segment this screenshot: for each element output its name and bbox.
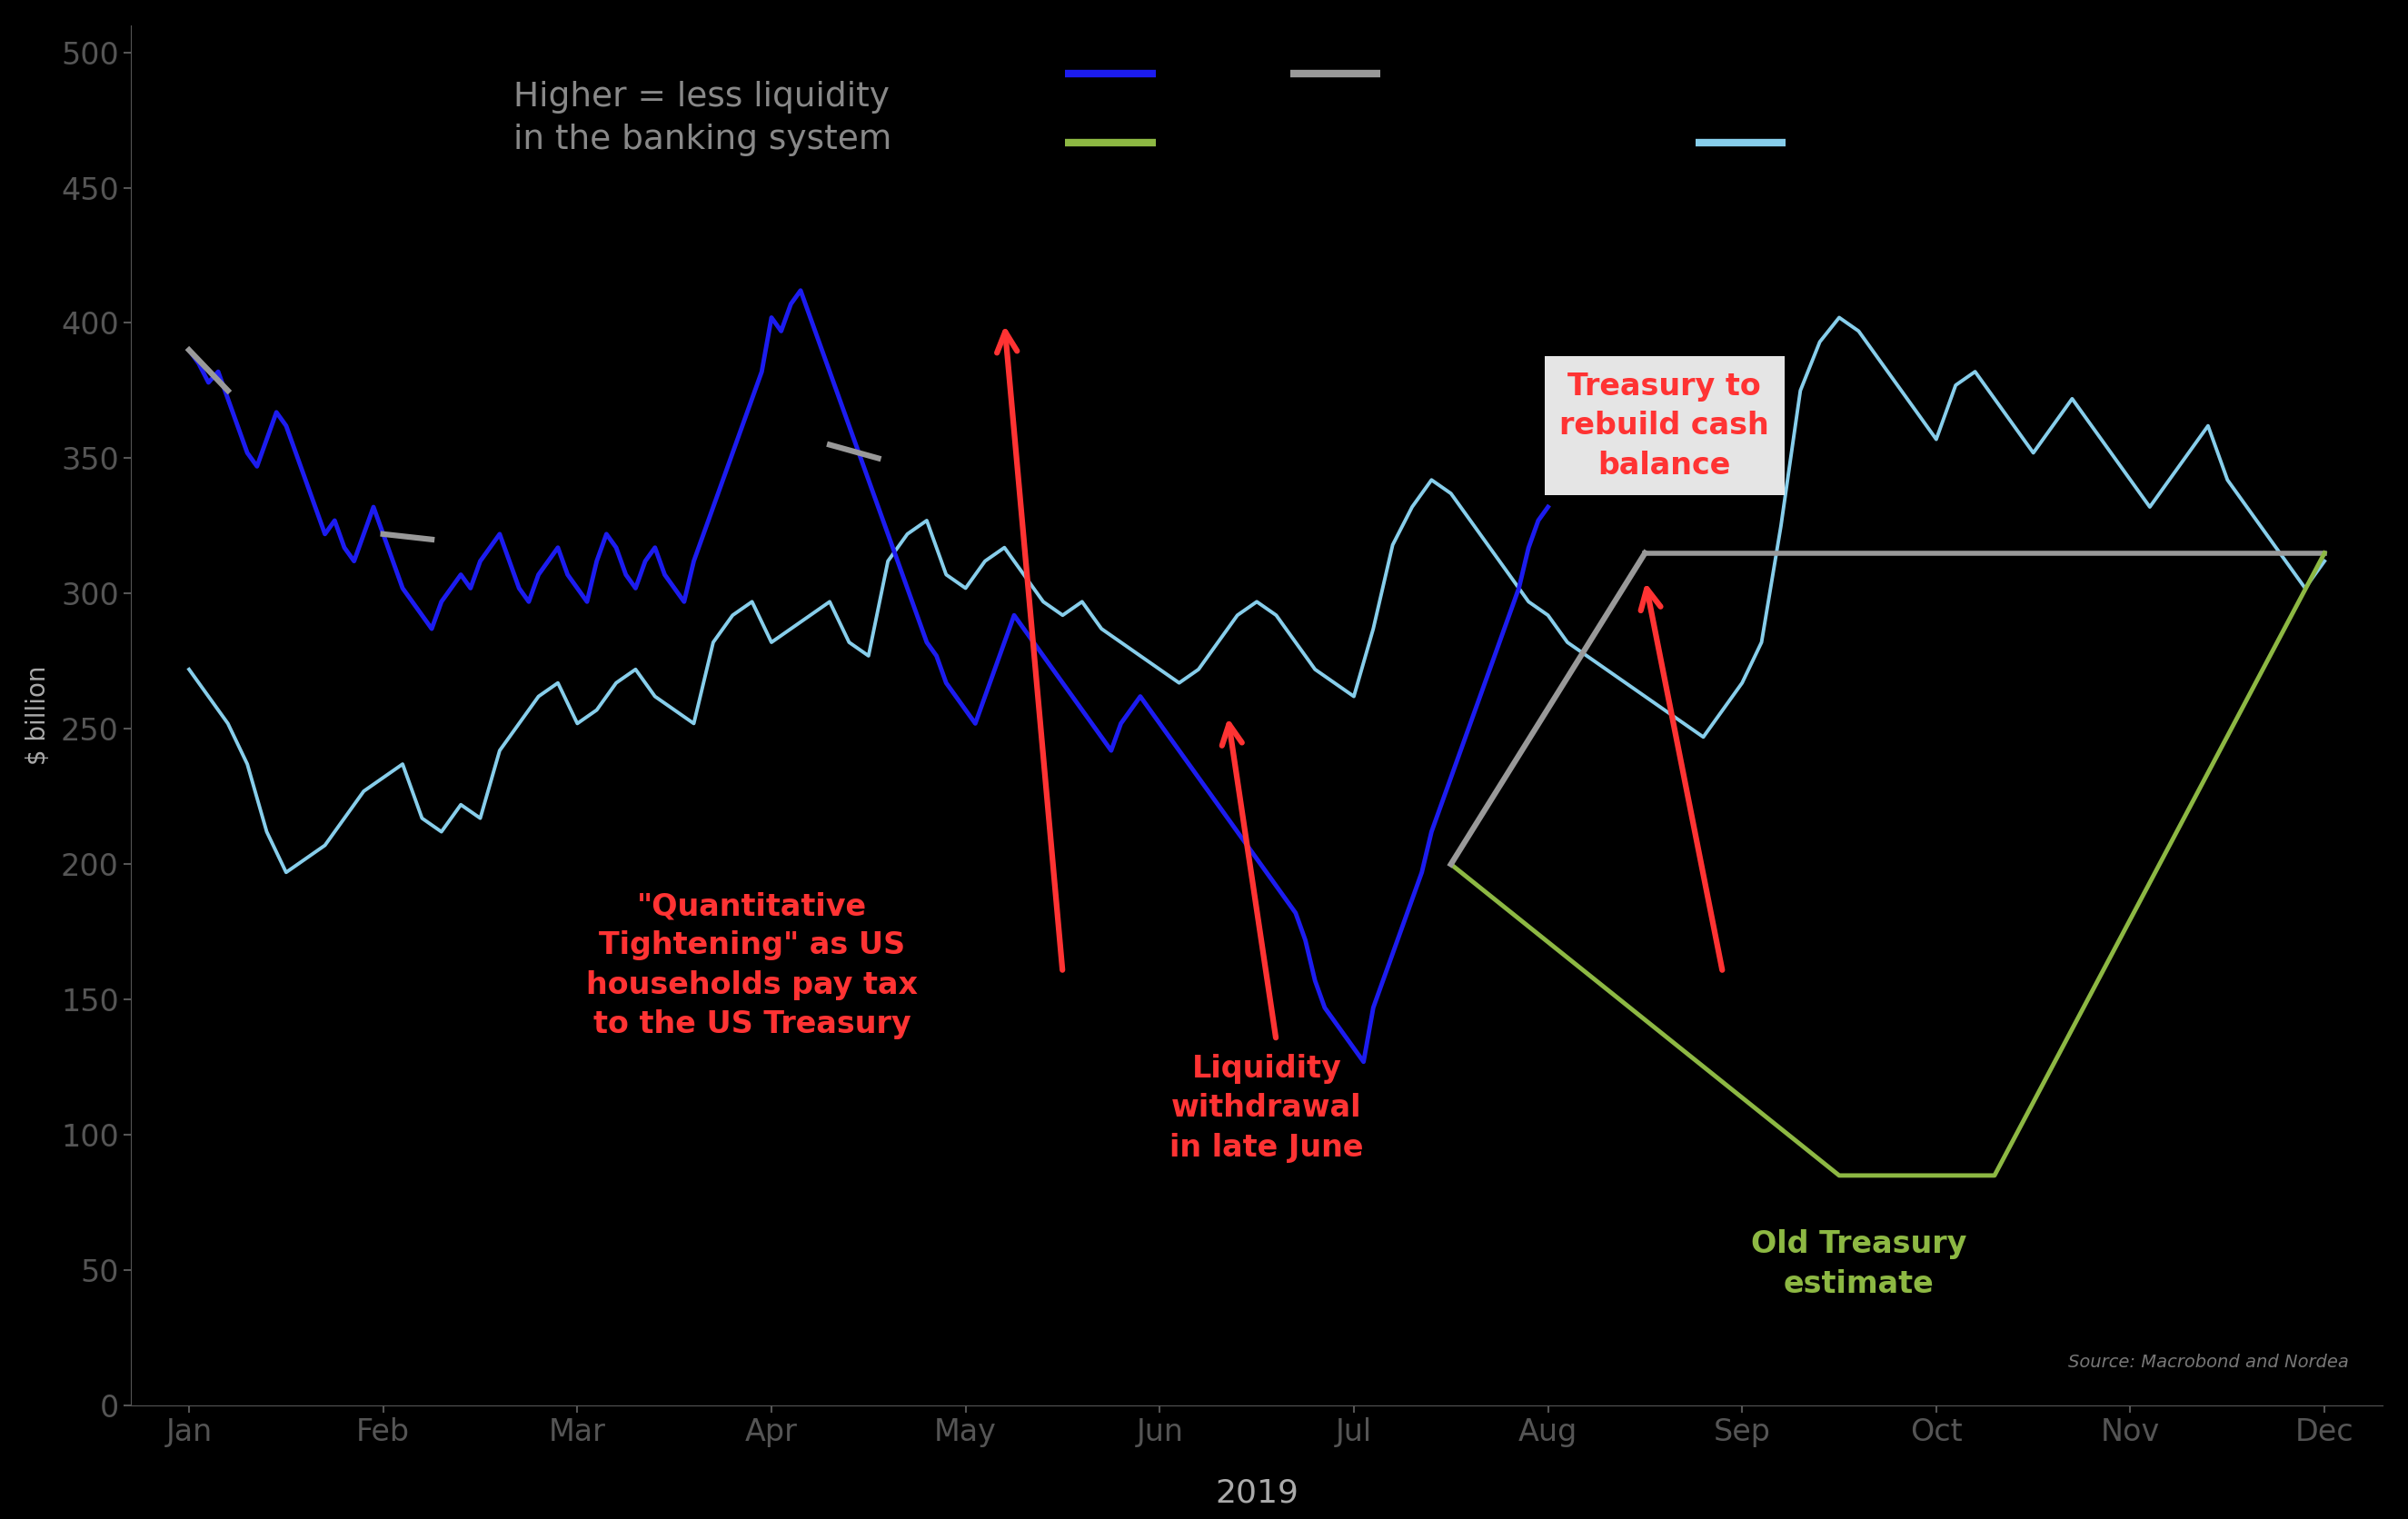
Text: Source: Macrobond and Nordea: Source: Macrobond and Nordea xyxy=(2068,1353,2348,1372)
Text: Higher = less liquidity
in the banking system: Higher = less liquidity in the banking s… xyxy=(513,81,891,156)
Y-axis label: $ billion: $ billion xyxy=(24,665,51,766)
Text: Liquidity
withdrawal
in late June: Liquidity withdrawal in late June xyxy=(1170,1054,1363,1162)
Text: Old Treasury
estimate: Old Treasury estimate xyxy=(1751,1229,1967,1299)
Text: "Quantitative
Tightening" as US
households pay tax
to the US Treasury: "Quantitative Tightening" as US househol… xyxy=(585,892,917,1039)
Text: 2019: 2019 xyxy=(1216,1478,1298,1508)
Text: Treasury to
rebuild cash
balance: Treasury to rebuild cash balance xyxy=(1560,371,1770,480)
